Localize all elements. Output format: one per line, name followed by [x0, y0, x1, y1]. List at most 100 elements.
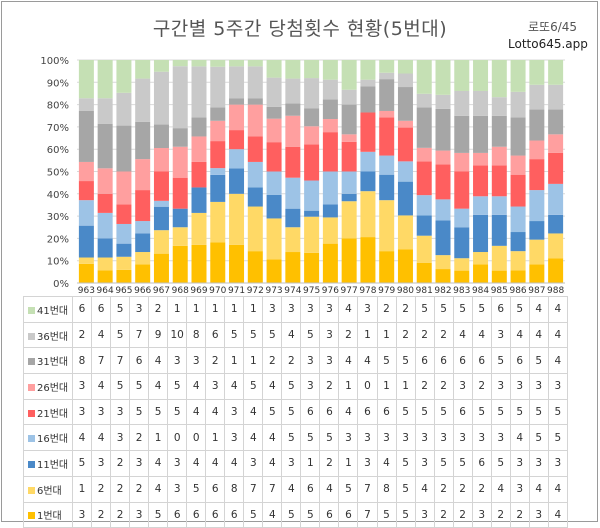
bar-segment [360, 112, 376, 152]
table-cell: 4 [319, 475, 340, 503]
table-cell: 3 [490, 321, 511, 349]
bar-segment [322, 60, 338, 80]
bar-segment [473, 252, 489, 265]
x-tick-label: 969 [190, 286, 207, 296]
table-cell: 5 [547, 424, 569, 452]
x-tick-label: 972 [247, 286, 264, 296]
table-cell: 5 [471, 296, 492, 323]
table-cell: 3 [300, 347, 321, 375]
series-label: 6번대 [23, 475, 73, 503]
bar-segment [191, 66, 207, 118]
bar-segment [529, 60, 545, 85]
table-cell: 1 [205, 424, 226, 452]
bar-segment [454, 90, 470, 116]
bar-segment [135, 221, 151, 234]
table-cell: 6 [129, 347, 150, 375]
legend-swatch [28, 435, 35, 443]
table-cell: 2 [129, 475, 150, 503]
bar-segment [360, 151, 376, 172]
bar-segment [97, 168, 113, 194]
bar-segment [529, 109, 545, 141]
table-cell: 6 [205, 475, 226, 503]
table-cell: 5 [490, 398, 511, 426]
table-cell: 4 [91, 424, 112, 452]
bar-segment [510, 117, 526, 156]
table-cell: 5 [110, 296, 131, 323]
table-cell: 4 [528, 475, 549, 503]
bar-segment [529, 159, 545, 191]
bar-segment [97, 60, 113, 99]
table-cell: 7 [110, 347, 131, 375]
table-cell: 4 [547, 347, 569, 375]
table-cell: 1 [243, 296, 264, 323]
table-cell: 3 [319, 321, 340, 349]
bar-segment [510, 270, 526, 283]
table-cell: 4 [148, 450, 169, 477]
table-cell: 5 [338, 475, 359, 503]
bar-segment [172, 128, 188, 147]
bar-segment [153, 124, 169, 149]
table-cell: 7 [357, 475, 378, 503]
table-cell: 1 [357, 321, 378, 349]
table-cell: 5 [395, 347, 416, 375]
table-cell: 4 [186, 450, 207, 477]
legend-swatch [28, 358, 35, 366]
table-cell: 5 [281, 424, 302, 452]
table-cell: 3 [281, 450, 302, 477]
x-tick-label: 988 [547, 286, 564, 296]
table-cell: 2 [205, 347, 226, 375]
bar-segment [435, 150, 451, 165]
bar-segment [304, 216, 320, 253]
bar-segment [229, 149, 245, 169]
table-cell: 4 [528, 321, 549, 349]
y-tick-label: 50% [47, 168, 69, 179]
bar-segment [285, 252, 301, 283]
table-cell: 3 [91, 450, 112, 477]
bar-segment [285, 177, 301, 209]
bar-segment [135, 252, 151, 265]
bar-segment [454, 171, 470, 209]
table-cell: 1 [71, 475, 93, 503]
bar-segment [341, 238, 357, 283]
table-row: 21번대 3 3 3 5 5 5 4 4 3 4 5 5 6 6 4 6 6 5 5 5 6 5 5 5 5 5 [23, 398, 569, 426]
table-cell: 6 [490, 296, 511, 323]
bar-segment [116, 204, 132, 224]
bar-segment [266, 60, 282, 78]
table-cell: 5 [167, 373, 188, 400]
table-cell: 5 [186, 475, 207, 503]
table-cell: 1 [148, 424, 169, 452]
table-cell: 3 [71, 373, 93, 400]
bar-segment [548, 183, 564, 215]
table-cell: 5 [281, 398, 302, 426]
bar-segment [397, 249, 413, 283]
table-cell: 8 [71, 347, 93, 375]
bar-segment [360, 79, 376, 87]
bar-segment [397, 215, 413, 250]
y-tick-label: 30% [47, 212, 69, 223]
table-cell: 2 [110, 450, 131, 477]
table-cell: 2 [71, 321, 93, 349]
bar-segment [210, 66, 226, 108]
bar-segment [78, 60, 94, 99]
bar-segment [210, 120, 226, 142]
bar-segment [341, 201, 357, 239]
table-row: 6번대 1 2 2 2 4 3 5 6 8 7 7 4 6 4 5 7 8 5 4 2 2 2 4 3 4 4 [23, 475, 569, 503]
bar-segment [97, 257, 113, 271]
bar-segment [322, 171, 338, 205]
legend-swatch [28, 512, 35, 520]
table-cell: 3 [338, 424, 359, 452]
table-cell: 5 [281, 373, 302, 400]
x-tick-label: 984 [472, 286, 489, 296]
bar-segment [548, 60, 564, 85]
table-cell: 3 [528, 450, 549, 477]
table-cell: 4 [262, 450, 283, 477]
x-tick-label: 964 [97, 286, 114, 296]
bar-segment [529, 221, 545, 240]
table-cell: 4 [224, 450, 245, 477]
table-cell: 5 [71, 450, 93, 477]
table-cell: 3 [509, 373, 530, 400]
table-cell: 3 [490, 373, 511, 400]
bar-segment [304, 180, 320, 211]
x-tick-label: 973 [265, 286, 282, 296]
bar-segment [210, 242, 226, 283]
